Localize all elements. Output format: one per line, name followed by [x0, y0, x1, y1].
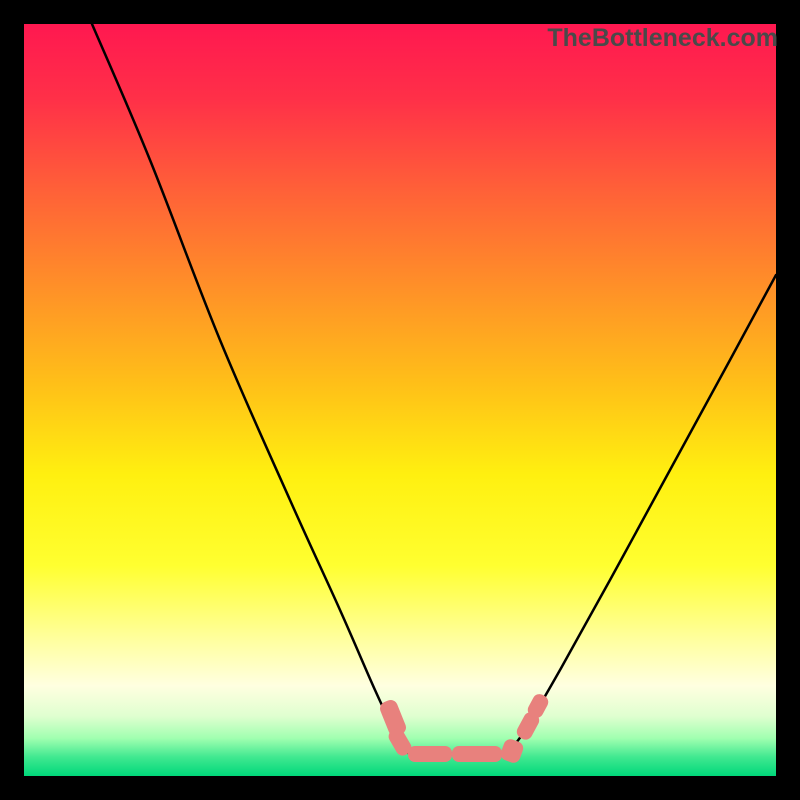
chart-gradient-background — [24, 24, 776, 776]
data-marker — [408, 746, 452, 762]
data-marker — [452, 746, 502, 762]
chart-svg — [0, 0, 800, 800]
watermark-text: TheBottleneck.com — [547, 24, 778, 53]
chart-frame: TheBottleneck.com — [0, 0, 800, 800]
